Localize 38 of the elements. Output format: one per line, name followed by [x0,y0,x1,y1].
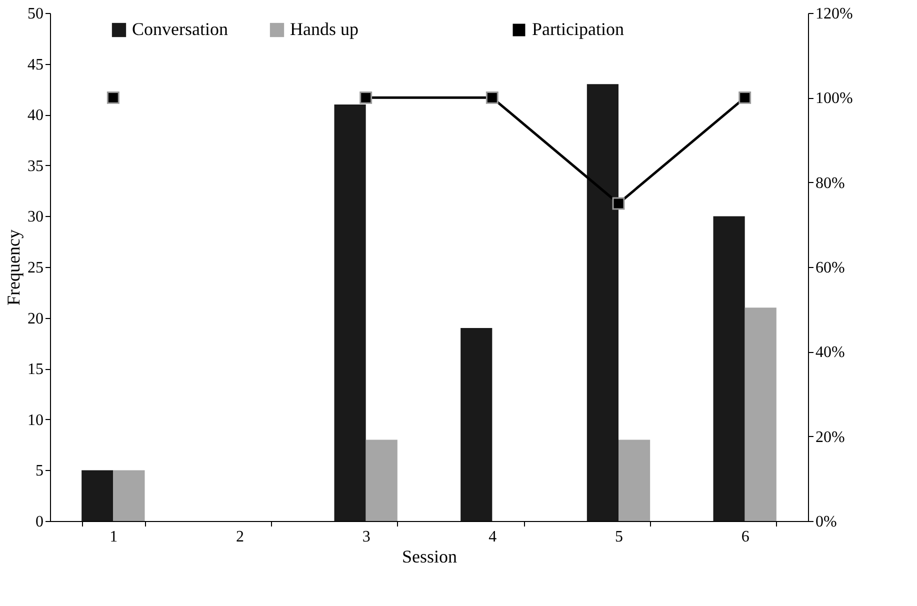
legend-label: Participation [532,19,624,39]
y2-tick-label: 80% [816,174,845,192]
bar [334,104,366,521]
y-tick-label: 5 [36,462,44,480]
bar [460,328,492,521]
x-tick-label: 5 [615,528,623,546]
y2-tick-label: 20% [816,428,845,446]
bar [744,308,776,521]
y-axis-title: Frequency [4,230,24,306]
bar [586,84,618,521]
legend-label: Hands up [290,19,358,39]
y-tick-label: 15 [28,361,44,378]
y-tick-label: 45 [28,56,44,74]
x-tick-label: 1 [110,528,118,546]
y-tick-label: 0 [36,514,44,530]
bar [113,470,145,521]
y2-tick-label: 100% [816,90,853,108]
bar [713,216,745,521]
y-tick-label: 20 [28,310,44,328]
y-tick-label: 35 [28,158,44,175]
x-axis-title: Session [402,546,458,566]
x-tick-label: 3 [362,528,370,546]
y2-tick-label: 40% [816,344,845,362]
y2-tick-label: 60% [816,260,845,276]
legend-label: Conversation [132,19,228,39]
y-tick-label: 25 [28,260,44,276]
bar [366,440,398,521]
bar [618,440,650,521]
x-tick-label: 2 [236,528,244,546]
y2-tick-label: 120% [816,6,853,22]
x-tick-label: 6 [741,528,750,546]
y2-tick-label: 0% [816,514,837,530]
x-tick-label: 4 [488,528,497,546]
y-tick-label: 50 [28,6,44,22]
y-tick-label: 10 [28,412,44,429]
bar [82,470,114,521]
y-tick-label: 30 [28,208,44,226]
y-tick-label: 40 [28,107,44,124]
